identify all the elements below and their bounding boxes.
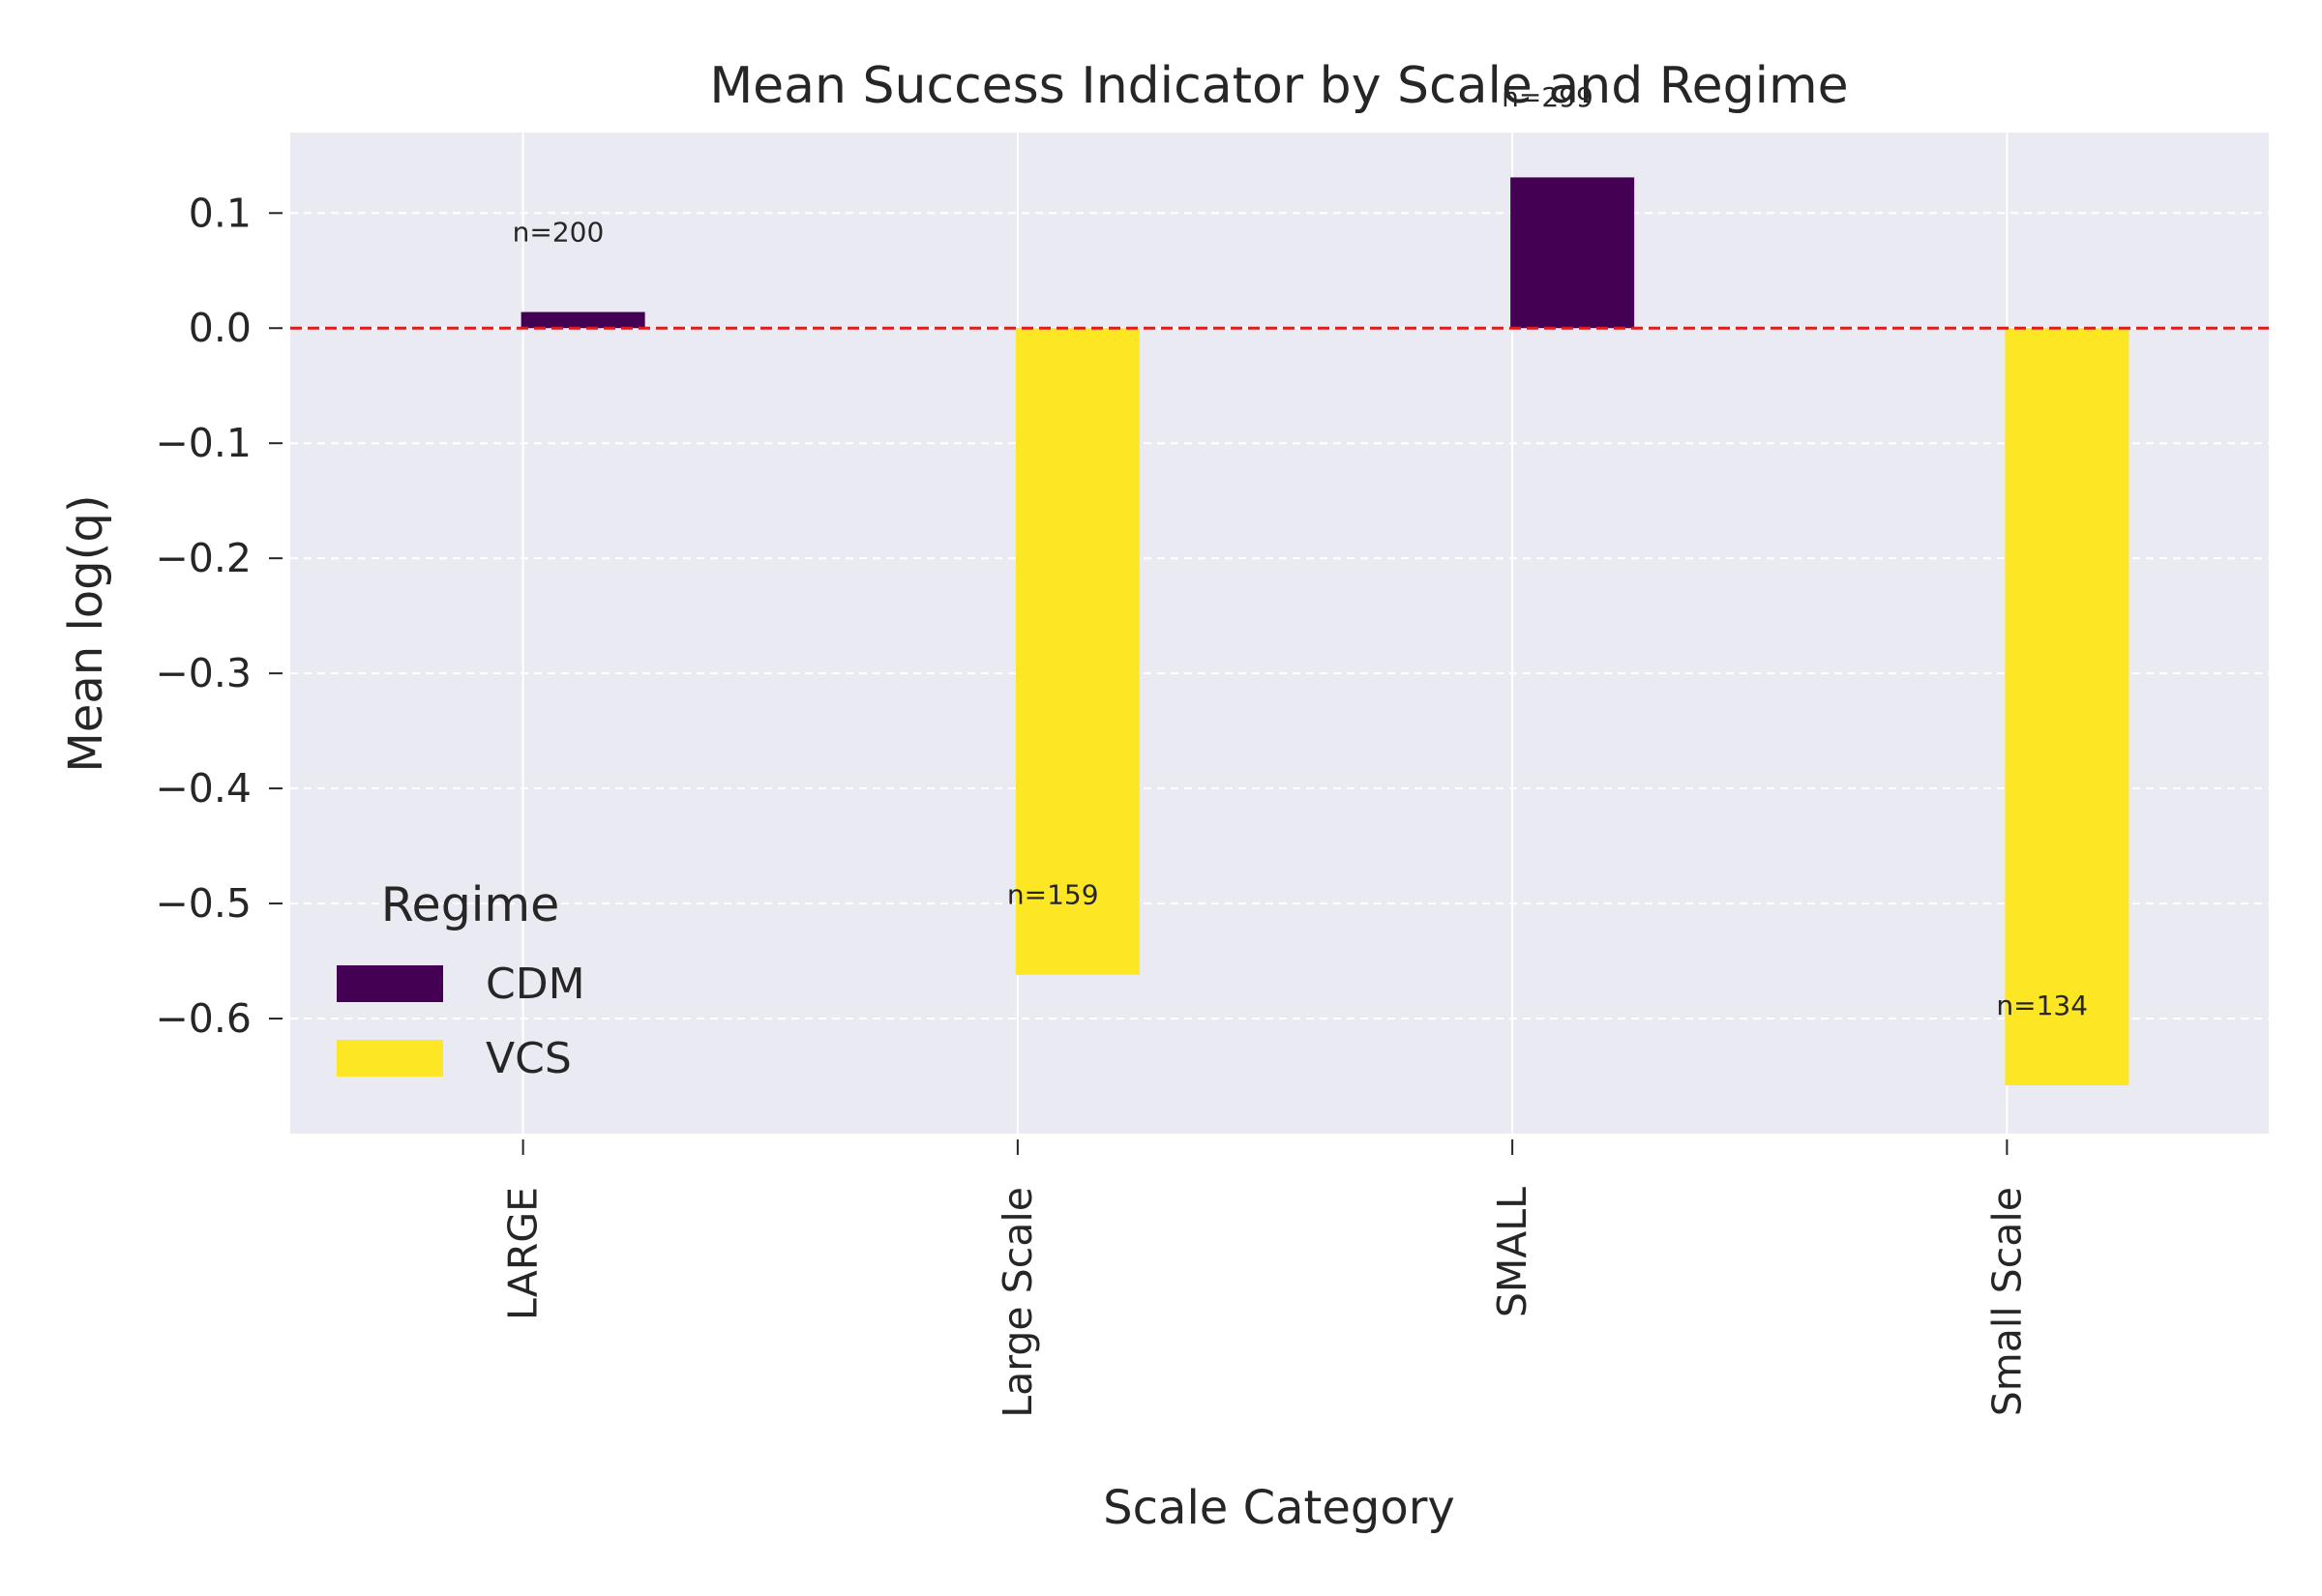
bar-label-layer: n=200 n=159 n=299 n=134 bbox=[513, 81, 2088, 1021]
x-tick-label: Large Scale bbox=[995, 1187, 1041, 1418]
x-tick-label: Small Scale bbox=[1983, 1187, 2030, 1416]
legend: Regime CDM VCS bbox=[337, 877, 585, 1083]
plot-background bbox=[290, 133, 2269, 1134]
x-tick-label: SMALL bbox=[1489, 1187, 1535, 1317]
y-tick-label: 0.0 bbox=[189, 305, 252, 351]
y-tick-label: −0.5 bbox=[155, 880, 252, 927]
y-tick-label: −0.1 bbox=[155, 420, 252, 466]
y-tick-label: −0.6 bbox=[155, 995, 252, 1042]
legend-swatch-cdm bbox=[337, 965, 443, 1002]
bar-cdm-0 bbox=[521, 311, 645, 329]
bar-vcs-3 bbox=[2005, 328, 2129, 1086]
x-tick-label: LARGE bbox=[500, 1187, 547, 1320]
x-axis-title: Scale Category bbox=[1103, 1481, 1455, 1535]
legend-label-cdm: CDM bbox=[486, 960, 585, 1009]
bar-count-label: n=299 bbox=[1502, 81, 1593, 113]
y-tick-label: −0.2 bbox=[155, 535, 252, 581]
legend-title: Regime bbox=[381, 877, 560, 932]
axis-layer: 0.1 0.0 −0.1 −0.2 −0.3 −0.4 −0.5 −0.6 LARGE Large… bbox=[155, 190, 2030, 1417]
legend-label-vcs: VCS bbox=[486, 1034, 572, 1083]
y-tick-label: 0.1 bbox=[189, 190, 252, 236]
bar-layer bbox=[521, 177, 2129, 1086]
bar-count-label: n=159 bbox=[1007, 879, 1099, 911]
chart-title: Mean Success Indicator by Scale and Regi… bbox=[709, 57, 1848, 115]
bar-count-label: n=134 bbox=[1996, 990, 2088, 1021]
y-tick-label: −0.4 bbox=[155, 765, 252, 812]
legend-swatch-vcs bbox=[337, 1040, 443, 1077]
y-axis-title: Mean log(q) bbox=[59, 494, 113, 772]
bar-count-label: n=200 bbox=[513, 216, 605, 248]
bar-vcs-1 bbox=[1015, 328, 1140, 975]
bar-cdm-2 bbox=[1510, 177, 1635, 329]
y-tick-label: −0.3 bbox=[155, 650, 252, 696]
